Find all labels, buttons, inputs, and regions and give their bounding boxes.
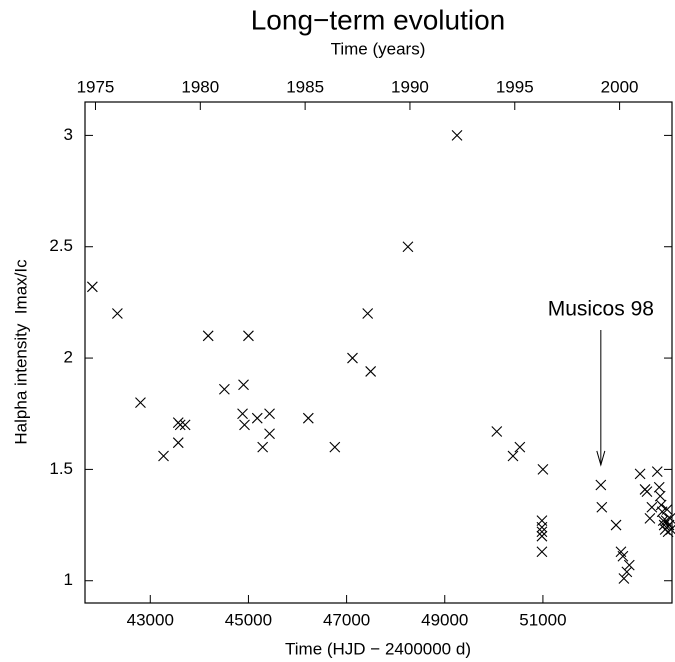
x-tick-label: 47000 [323, 610, 370, 629]
marker [237, 408, 248, 420]
marker [264, 408, 275, 420]
marker [644, 512, 656, 524]
marker [362, 308, 374, 319]
marker [664, 512, 675, 524]
marker [302, 412, 314, 424]
marker [174, 419, 186, 431]
marker [158, 450, 169, 462]
marker [491, 426, 503, 437]
marker [623, 559, 635, 571]
x-axis-label: Time (HJD − 2400000 d) [285, 639, 471, 658]
marker [135, 397, 146, 408]
marker [654, 490, 666, 502]
marker [655, 499, 667, 511]
marker [257, 441, 269, 453]
marker [651, 466, 663, 478]
y-axis-label: Halpha intensity Imax/Ic [11, 259, 30, 445]
marker [536, 526, 548, 538]
marker [179, 419, 191, 431]
y-tick-label: 2.5 [49, 236, 73, 255]
marker [536, 530, 548, 542]
marker [251, 412, 263, 424]
marker [329, 441, 341, 453]
marker [202, 330, 214, 342]
x2-tick-label: 1995 [496, 77, 534, 96]
marker [238, 379, 249, 391]
marker [218, 383, 230, 395]
x-tick-label: 43000 [127, 610, 174, 629]
marker [653, 481, 665, 493]
marker [634, 468, 646, 480]
marker [347, 352, 358, 364]
x2-tick-label: 1985 [286, 77, 324, 96]
marker [665, 524, 675, 535]
marker [402, 241, 414, 253]
y-tick-label: 2 [64, 348, 73, 367]
marker [451, 130, 463, 141]
marker [537, 464, 549, 475]
marker [646, 501, 658, 513]
x2-tick-label: 2000 [601, 77, 639, 96]
x2-tick-label: 1975 [77, 77, 115, 96]
marker [365, 366, 377, 377]
marker [641, 486, 653, 498]
x-tick-label: 49000 [421, 610, 468, 629]
x2-tick-label: 1980 [181, 77, 219, 96]
marker [595, 479, 607, 491]
x2-axis-label: Time (years) [331, 39, 426, 58]
marker [610, 519, 622, 531]
marker [536, 546, 548, 558]
marker [264, 428, 275, 440]
y-tick-label: 3 [64, 125, 73, 144]
marker [618, 573, 630, 584]
marker [243, 330, 254, 342]
annotation-arrowhead [596, 450, 606, 467]
annotation: Musicos 98 [548, 297, 654, 320]
marker [536, 521, 548, 533]
x-tick-label: 51000 [519, 610, 566, 629]
marker [617, 550, 629, 562]
marker [621, 566, 633, 578]
marker [657, 515, 669, 527]
y-tick-label: 1.5 [49, 459, 73, 478]
marker [86, 281, 98, 293]
marker [514, 441, 526, 453]
marker [596, 501, 608, 513]
marker [112, 308, 123, 319]
marker [661, 504, 673, 515]
marker [172, 437, 184, 449]
y-tick-label: 1 [64, 570, 73, 589]
marker [239, 419, 250, 431]
plot-frame [84, 101, 673, 604]
x2-tick-label: 1990 [391, 77, 429, 96]
x-tick-label: 45000 [225, 610, 272, 629]
chart-title: Long−term evolution [251, 4, 506, 35]
marker [507, 450, 519, 462]
